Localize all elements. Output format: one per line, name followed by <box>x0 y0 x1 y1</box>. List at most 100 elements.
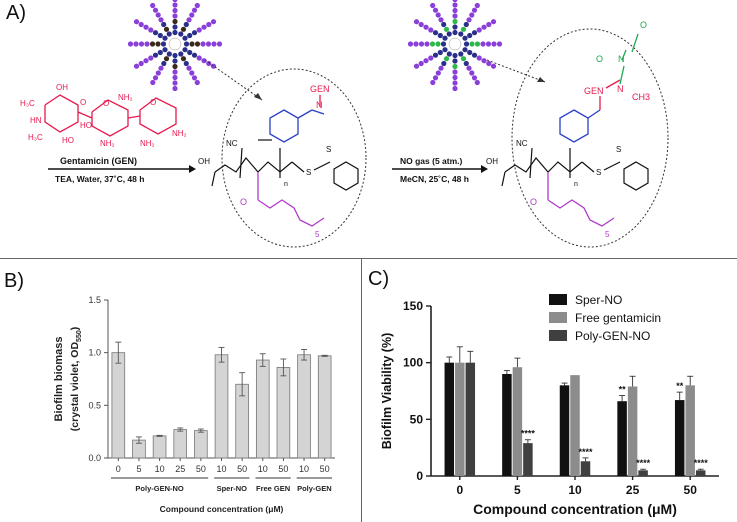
star-bead <box>138 21 144 28</box>
star-bead <box>430 2 436 9</box>
y-axis-label: Biofilm Viability (%) <box>380 333 394 449</box>
y-tick-label: 0.5 <box>88 400 101 410</box>
star-bead <box>166 31 172 37</box>
star-bead <box>182 35 188 41</box>
gentamicin-caption: Gentamicin (GEN) <box>60 156 137 166</box>
star-bead <box>452 52 458 59</box>
star-bead <box>187 49 193 56</box>
star-bead <box>486 21 492 28</box>
x-tick-label: 10 <box>568 483 582 497</box>
star-bead <box>474 41 481 47</box>
star-bead <box>143 58 149 64</box>
star-bead <box>172 58 178 64</box>
bar <box>674 400 685 476</box>
star-bead <box>166 51 172 57</box>
n-label-right-top: N <box>618 54 625 64</box>
bar <box>627 386 638 476</box>
sub-5-left: 5 <box>315 230 320 239</box>
star-bead <box>466 65 472 71</box>
star-bead <box>216 41 223 47</box>
bar <box>617 401 627 476</box>
sugar-nh2d-label: NH₂ <box>172 129 187 138</box>
star-bead <box>432 7 439 13</box>
star-bead <box>460 56 467 62</box>
star-bead <box>485 41 492 47</box>
group-label: Free GEN <box>256 484 290 493</box>
star-bead <box>413 19 420 25</box>
y-tick-label: 1.5 <box>88 295 101 305</box>
star-bead <box>194 2 200 9</box>
star-bead <box>158 65 164 71</box>
y-tick-label: 0.0 <box>88 453 101 463</box>
star-bead <box>172 80 178 86</box>
star-bead <box>138 41 145 47</box>
star-bead <box>196 55 202 61</box>
reaction-arrowhead-1 <box>189 165 196 173</box>
star-bead <box>194 41 201 47</box>
star-bead <box>471 7 478 13</box>
group-label: Poly-GEN-NO <box>135 484 184 493</box>
sugar-o3-label: O <box>150 98 156 107</box>
star-bead <box>467 49 473 56</box>
bar <box>152 435 167 459</box>
step2-above: NO gas (5 atm.) <box>400 156 463 166</box>
star-bead <box>172 2 178 8</box>
x-tick-label: 5 <box>136 464 141 474</box>
star-bead <box>476 55 482 61</box>
panel-c-label: C) <box>368 268 390 290</box>
star-bead <box>206 60 212 67</box>
sugar-ho2-label: HO <box>80 121 92 130</box>
bar <box>194 430 208 459</box>
star-bead <box>435 70 441 76</box>
ch3-label: CH3 <box>632 92 650 102</box>
x-tick-label: 50 <box>237 464 247 474</box>
bar <box>512 367 523 476</box>
star-bead <box>446 31 452 37</box>
star-bead <box>191 7 198 13</box>
bar <box>685 385 695 476</box>
star-bead <box>424 41 430 47</box>
star-bead <box>172 69 178 75</box>
star-bead <box>466 17 472 23</box>
star-bead <box>452 0 458 3</box>
star-bead <box>471 75 478 81</box>
sugar-nh2-label: NH₂ <box>118 93 133 102</box>
star-bead <box>418 60 424 67</box>
bar <box>444 362 455 476</box>
star-bead <box>452 13 458 19</box>
x-tick-label: 0 <box>116 464 121 474</box>
star-bead <box>133 41 139 47</box>
o-label-right: O <box>530 197 537 207</box>
star-bead <box>201 24 207 30</box>
star-bead <box>481 24 487 30</box>
star-bead <box>163 26 170 32</box>
n-label-left: N <box>316 100 323 110</box>
y-axis-label-line2: (crystal violet, OD550) <box>69 327 83 431</box>
star-bead <box>490 63 497 69</box>
star-bead <box>148 55 154 61</box>
star-bead <box>172 18 178 25</box>
zoom-arrowhead-left <box>254 93 262 100</box>
legend-entry: Poly-GEN-NO <box>575 329 650 343</box>
star-bead <box>418 41 425 47</box>
step1-conditions: TEA, Water, 37˚C, 48 h <box>55 174 144 184</box>
star-bead <box>428 55 434 61</box>
star-bead <box>428 27 434 33</box>
y-tick-label: 0 <box>416 469 423 483</box>
star-bead <box>460 26 467 32</box>
star-bead <box>443 56 450 62</box>
significance-label: **** <box>578 447 593 457</box>
star-bead <box>407 41 414 47</box>
nc-label-right: NC <box>516 139 528 148</box>
y-tick-label: 100 <box>403 356 423 370</box>
star-bead <box>463 60 469 67</box>
bar <box>465 362 476 476</box>
polymer-structure-right <box>501 147 595 187</box>
x-tick-label: 50 <box>278 464 288 474</box>
star-bead <box>438 17 444 23</box>
star-bead <box>442 47 448 53</box>
star-bead <box>438 65 444 71</box>
panel-a-scheme: OH H₃C HN H₃C HO O HO O NH₂ NH₂ O NH₂ NH… <box>20 0 669 248</box>
significance-label: ** <box>676 381 684 391</box>
